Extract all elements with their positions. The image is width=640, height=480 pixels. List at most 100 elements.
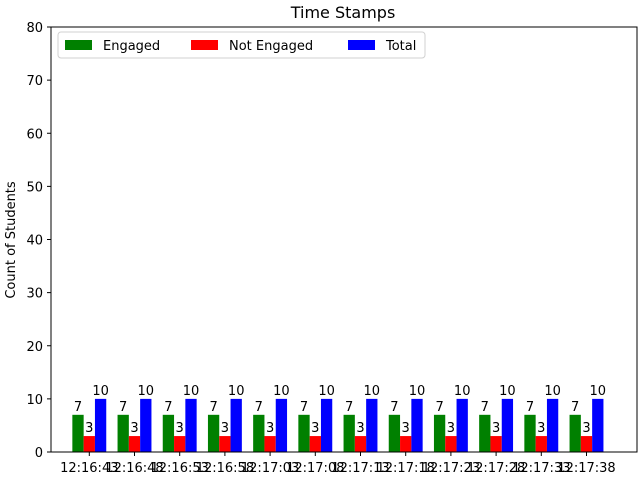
legend-label: Total xyxy=(385,39,416,54)
bar-value-label: 3 xyxy=(130,421,138,436)
bar xyxy=(219,436,231,452)
bar xyxy=(388,414,401,452)
bar-value-label: 3 xyxy=(582,421,590,436)
bar-value-label: 10 xyxy=(318,384,335,399)
x-tick-label: 12:17:23 xyxy=(422,461,480,476)
bar xyxy=(366,398,378,452)
bar xyxy=(174,436,186,452)
x-tick-label: 12:17:08 xyxy=(286,461,344,476)
bar xyxy=(546,398,559,452)
bar xyxy=(117,414,129,452)
bar-value-label: 10 xyxy=(544,384,561,399)
chart-title: Time Stamps xyxy=(290,3,396,22)
bar-value-label: 3 xyxy=(221,421,229,436)
y-tick-label: 50 xyxy=(26,180,43,195)
y-tick-label: 70 xyxy=(26,74,43,89)
bar-value-label: 7 xyxy=(74,400,82,415)
bar-value-label: 7 xyxy=(571,400,579,415)
bar xyxy=(185,398,197,452)
bar xyxy=(354,436,367,452)
bar-value-label: 7 xyxy=(345,400,353,415)
bar xyxy=(524,414,536,452)
bar-value-label: 10 xyxy=(138,384,155,399)
bar-value-label: 7 xyxy=(164,400,172,415)
bar-value-label: 10 xyxy=(183,384,200,399)
legend: Engaged Not Engaged Total xyxy=(57,31,426,59)
bar-value-label: 3 xyxy=(537,421,545,436)
bar xyxy=(433,414,446,452)
bar xyxy=(298,414,310,452)
bar xyxy=(207,414,220,452)
x-tick-label: 12:16:53 xyxy=(151,461,209,476)
bar-value-label: 7 xyxy=(526,400,534,415)
bar-value-label: 10 xyxy=(499,384,516,399)
y-tick-label: 0 xyxy=(35,446,43,461)
bar-value-label: 7 xyxy=(119,400,127,415)
bar-value-label: 3 xyxy=(85,421,93,436)
legend-swatch xyxy=(348,40,375,50)
x-tick-label: 12:16:43 xyxy=(60,461,118,476)
bar xyxy=(490,436,502,452)
bar xyxy=(592,398,604,452)
legend-swatch xyxy=(65,40,92,50)
y-tick-label: 40 xyxy=(26,234,43,249)
bar xyxy=(569,414,581,452)
bar xyxy=(343,414,355,452)
bar-value-label: 10 xyxy=(273,384,290,399)
bar xyxy=(400,436,412,452)
bar xyxy=(535,436,547,452)
x-tick-label: 12:17:28 xyxy=(467,461,525,476)
bar-value-label: 10 xyxy=(92,384,109,399)
bar-value-label: 10 xyxy=(590,384,607,399)
plot-area: 7 7 7 7 7 7 7 7 7 7 7 73 3 3 3 3 3 3 3 3 3 3 310 10 10 10 10 10 10 10… xyxy=(26,21,638,476)
x-tick-label: 12:17:13 xyxy=(331,461,389,476)
x-tick-label: 12:17:38 xyxy=(557,461,615,476)
legend-box xyxy=(57,31,426,59)
bar-value-label: 3 xyxy=(492,421,500,436)
bar xyxy=(320,398,333,452)
x-tick-label: 12:17:03 xyxy=(241,461,299,476)
bar-value-label: 7 xyxy=(390,400,398,415)
bar xyxy=(411,398,423,452)
x-tick-label: 12:17:18 xyxy=(377,461,435,476)
bar-value-label: 7 xyxy=(435,400,443,415)
bar-value-label: 3 xyxy=(266,421,274,436)
bar-value-label: 10 xyxy=(364,384,381,399)
bar xyxy=(275,398,288,452)
bar xyxy=(83,436,95,452)
bar xyxy=(580,436,593,452)
x-tick-label: 12:16:48 xyxy=(105,461,163,476)
bar-value-label: 3 xyxy=(356,421,364,436)
bar xyxy=(140,398,152,452)
bar-value-label: 7 xyxy=(481,400,489,415)
legend-label: Engaged xyxy=(103,39,160,54)
bar xyxy=(230,398,242,452)
y-axis-label: Count of Students xyxy=(4,181,19,299)
bar xyxy=(456,398,468,452)
bar-value-label: 3 xyxy=(176,421,184,436)
y-tick-label: 20 xyxy=(26,340,43,355)
bar-value-label: 7 xyxy=(209,400,217,415)
bar xyxy=(128,436,141,452)
y-tick-label: 80 xyxy=(26,21,43,36)
bar-value-label: 10 xyxy=(454,384,471,399)
bar xyxy=(264,436,276,452)
bar-value-label: 10 xyxy=(409,384,426,399)
x-tick-label: 12:16:58 xyxy=(196,461,254,476)
x-tick-label: 12:17:33 xyxy=(512,461,570,476)
bar xyxy=(309,436,321,452)
bar xyxy=(479,414,491,452)
bar xyxy=(253,414,265,452)
bar-value-label: 3 xyxy=(311,421,319,436)
bar xyxy=(162,414,175,452)
bar xyxy=(445,436,457,452)
y-tick-label: 60 xyxy=(26,127,43,142)
bar xyxy=(94,398,107,452)
legend-label: Not Engaged xyxy=(229,39,313,54)
bar-value-label: 3 xyxy=(447,421,455,436)
y-tick-label: 10 xyxy=(26,393,43,408)
y-tick-label: 30 xyxy=(26,287,43,302)
bar-value-label: 3 xyxy=(402,421,410,436)
legend-swatch xyxy=(191,40,218,50)
bar-value-label: 7 xyxy=(255,400,263,415)
